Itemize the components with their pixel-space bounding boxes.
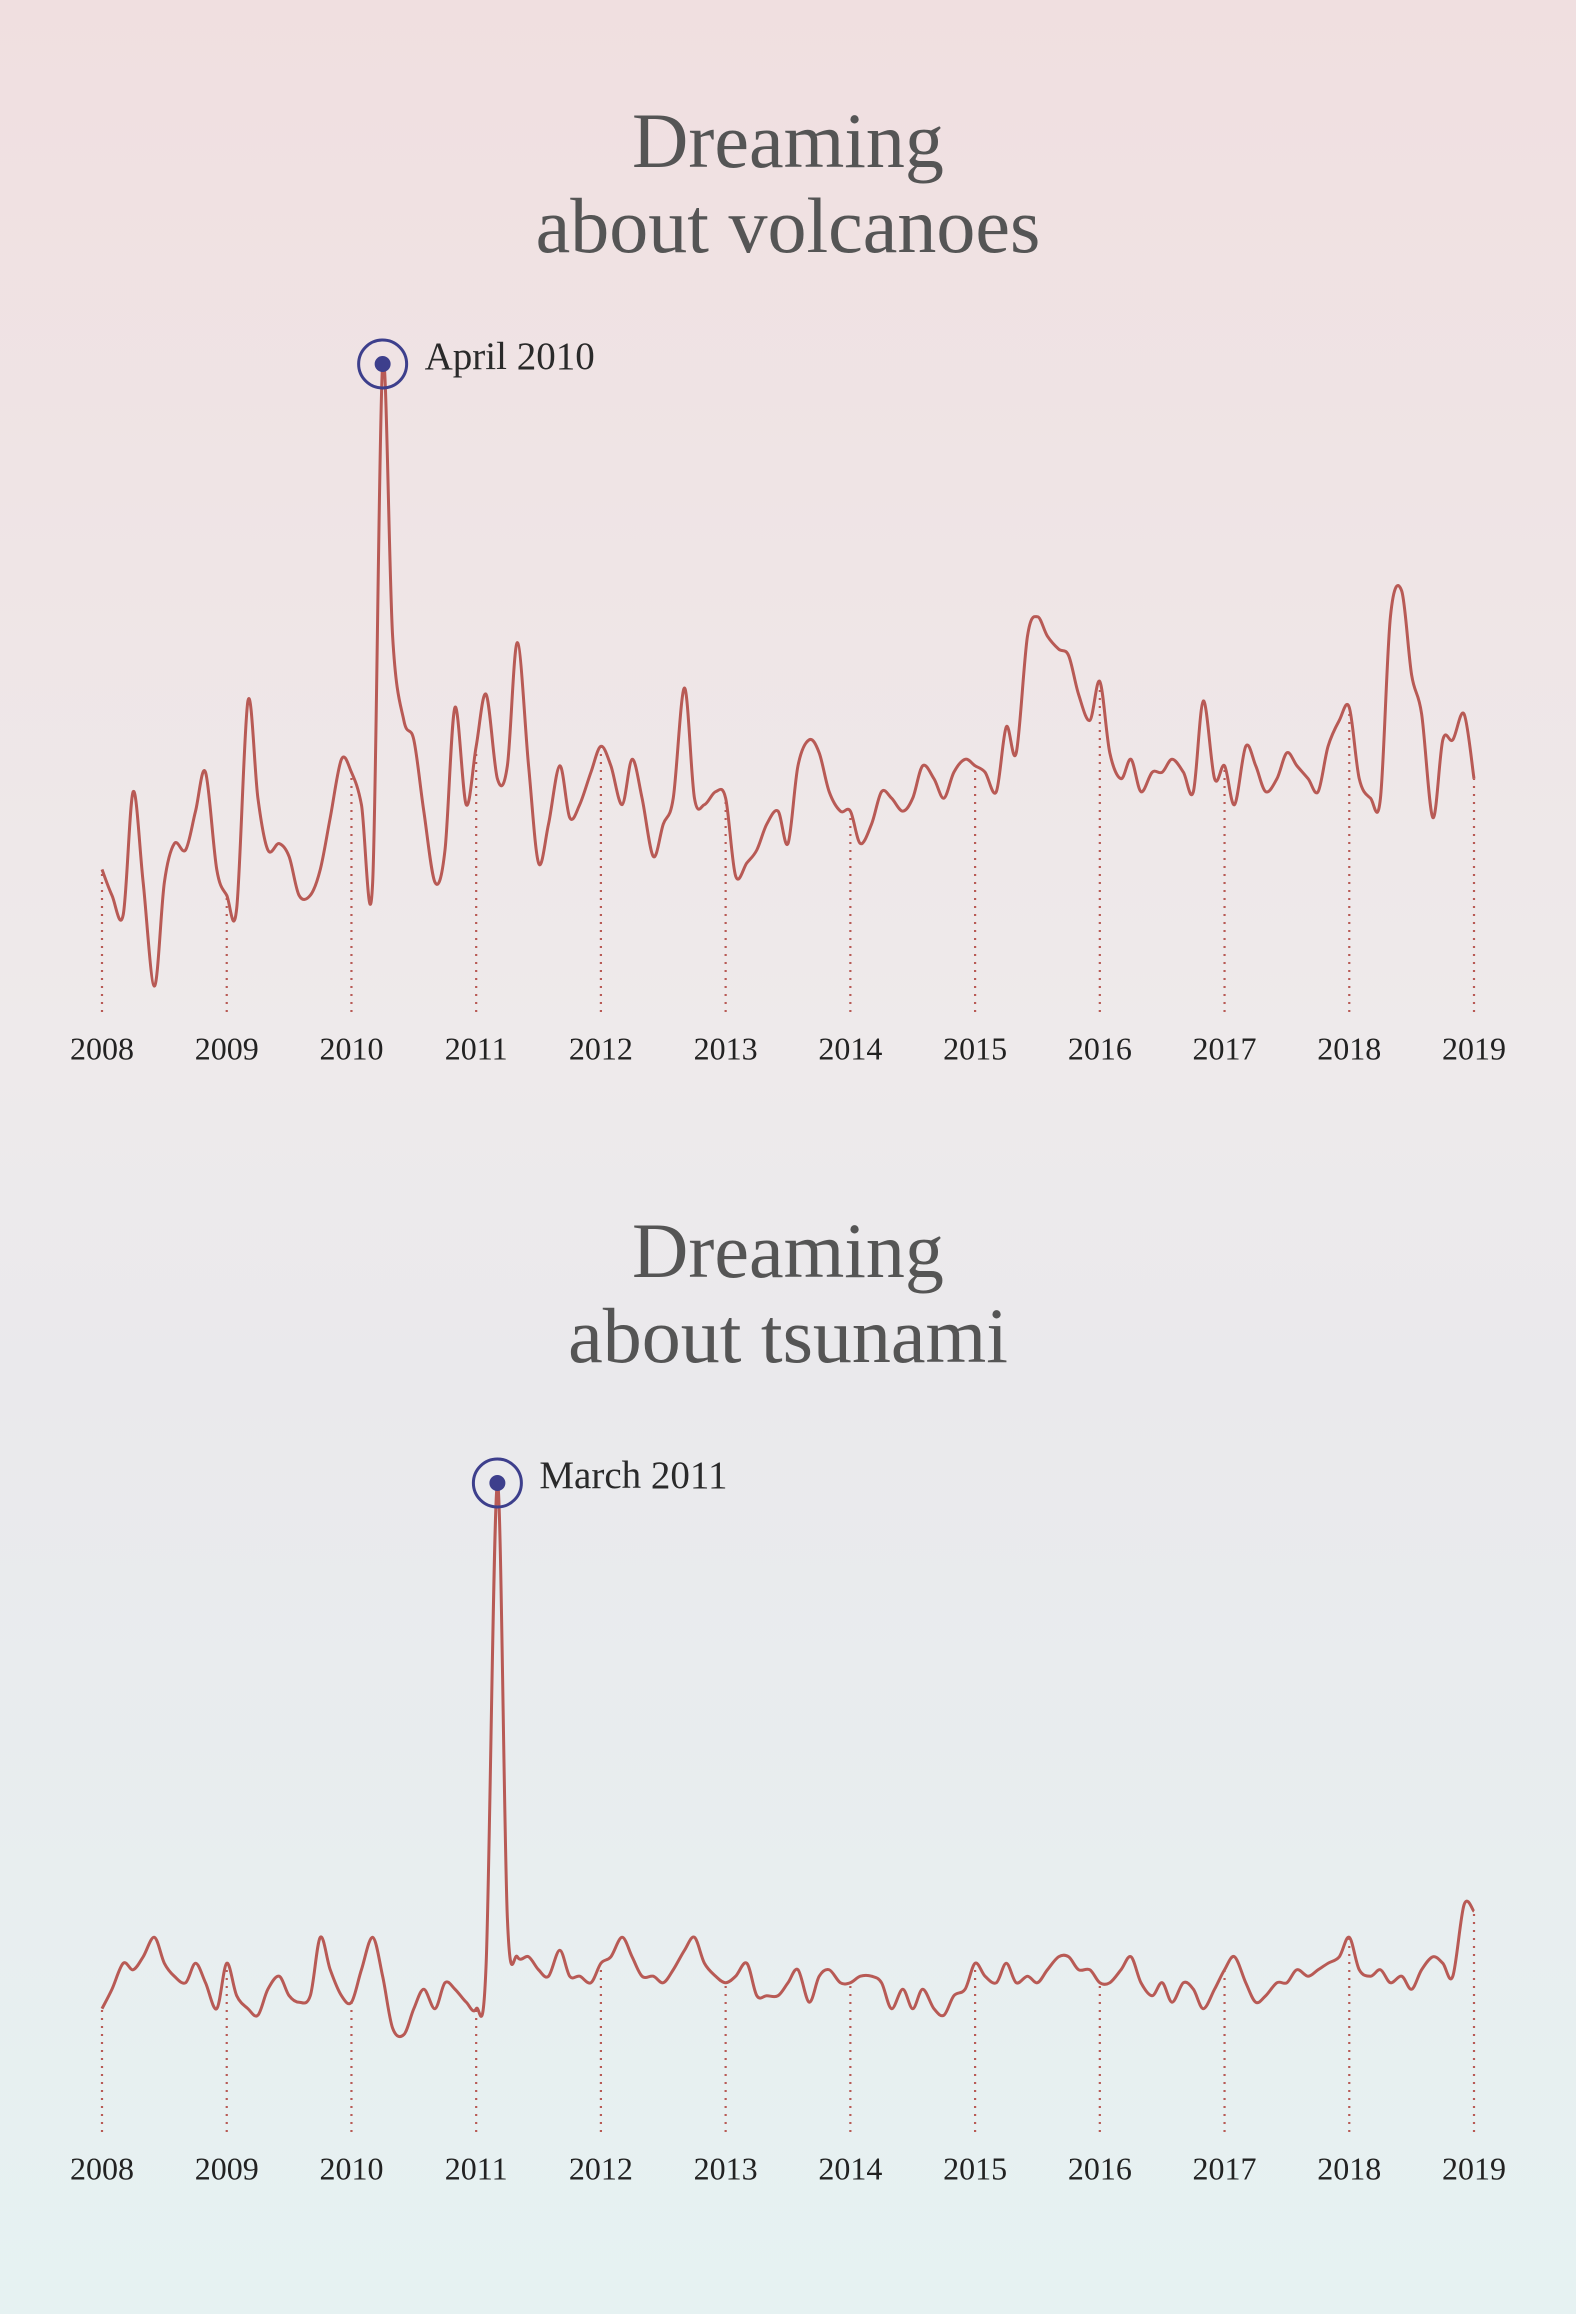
x-tick-label: 2012 [569, 2150, 633, 2186]
annotation-label: April 2010 [425, 335, 595, 378]
x-tick-label: 2008 [70, 1030, 134, 1066]
x-tick-label: 2018 [1317, 2150, 1381, 2186]
chart-title: Dreaming about volcanoes [535, 97, 1041, 269]
x-tick-label: 2019 [1442, 2150, 1506, 2186]
x-tick-label: 2017 [1193, 2150, 1257, 2186]
annotation-ring [357, 338, 409, 390]
x-tick-label: 2013 [694, 1030, 758, 1066]
x-tick-label: 2011 [445, 1030, 508, 1066]
line [100, 1481, 1476, 2039]
x-tick-label: 2016 [1068, 2150, 1132, 2186]
x-tick-label: 2011 [445, 2150, 508, 2186]
x-tick-label: 2014 [818, 1030, 882, 1066]
x-tick-label: 2016 [1068, 1030, 1132, 1066]
x-tick-label: 2010 [319, 2150, 383, 2186]
chart-title: Dreaming about tsunami [568, 1207, 1008, 1379]
x-tick-label: 2009 [195, 2150, 259, 2186]
x-tick-label: 2010 [319, 1030, 383, 1066]
annotation-ring [471, 1457, 523, 1509]
annotation-label: March 2011 [539, 1454, 727, 1497]
annotation-dot [374, 356, 391, 372]
x-tick-label: 2019 [1442, 1030, 1506, 1066]
x-tick-label: 2013 [694, 2150, 758, 2186]
x-tick-label: 2012 [569, 1030, 633, 1066]
x-tick-label: 2008 [70, 2150, 134, 2186]
x-tick-label: 2015 [943, 2150, 1007, 2186]
line [100, 358, 1476, 988]
annotation-dot [489, 1475, 506, 1491]
x-tick-label: 2017 [1193, 1030, 1257, 1066]
x-tick-label: 2009 [195, 1030, 259, 1066]
x-tick-label: 2014 [818, 2150, 882, 2186]
x-tick-label: 2018 [1317, 1030, 1381, 1066]
x-tick-label: 2015 [943, 1030, 1007, 1066]
